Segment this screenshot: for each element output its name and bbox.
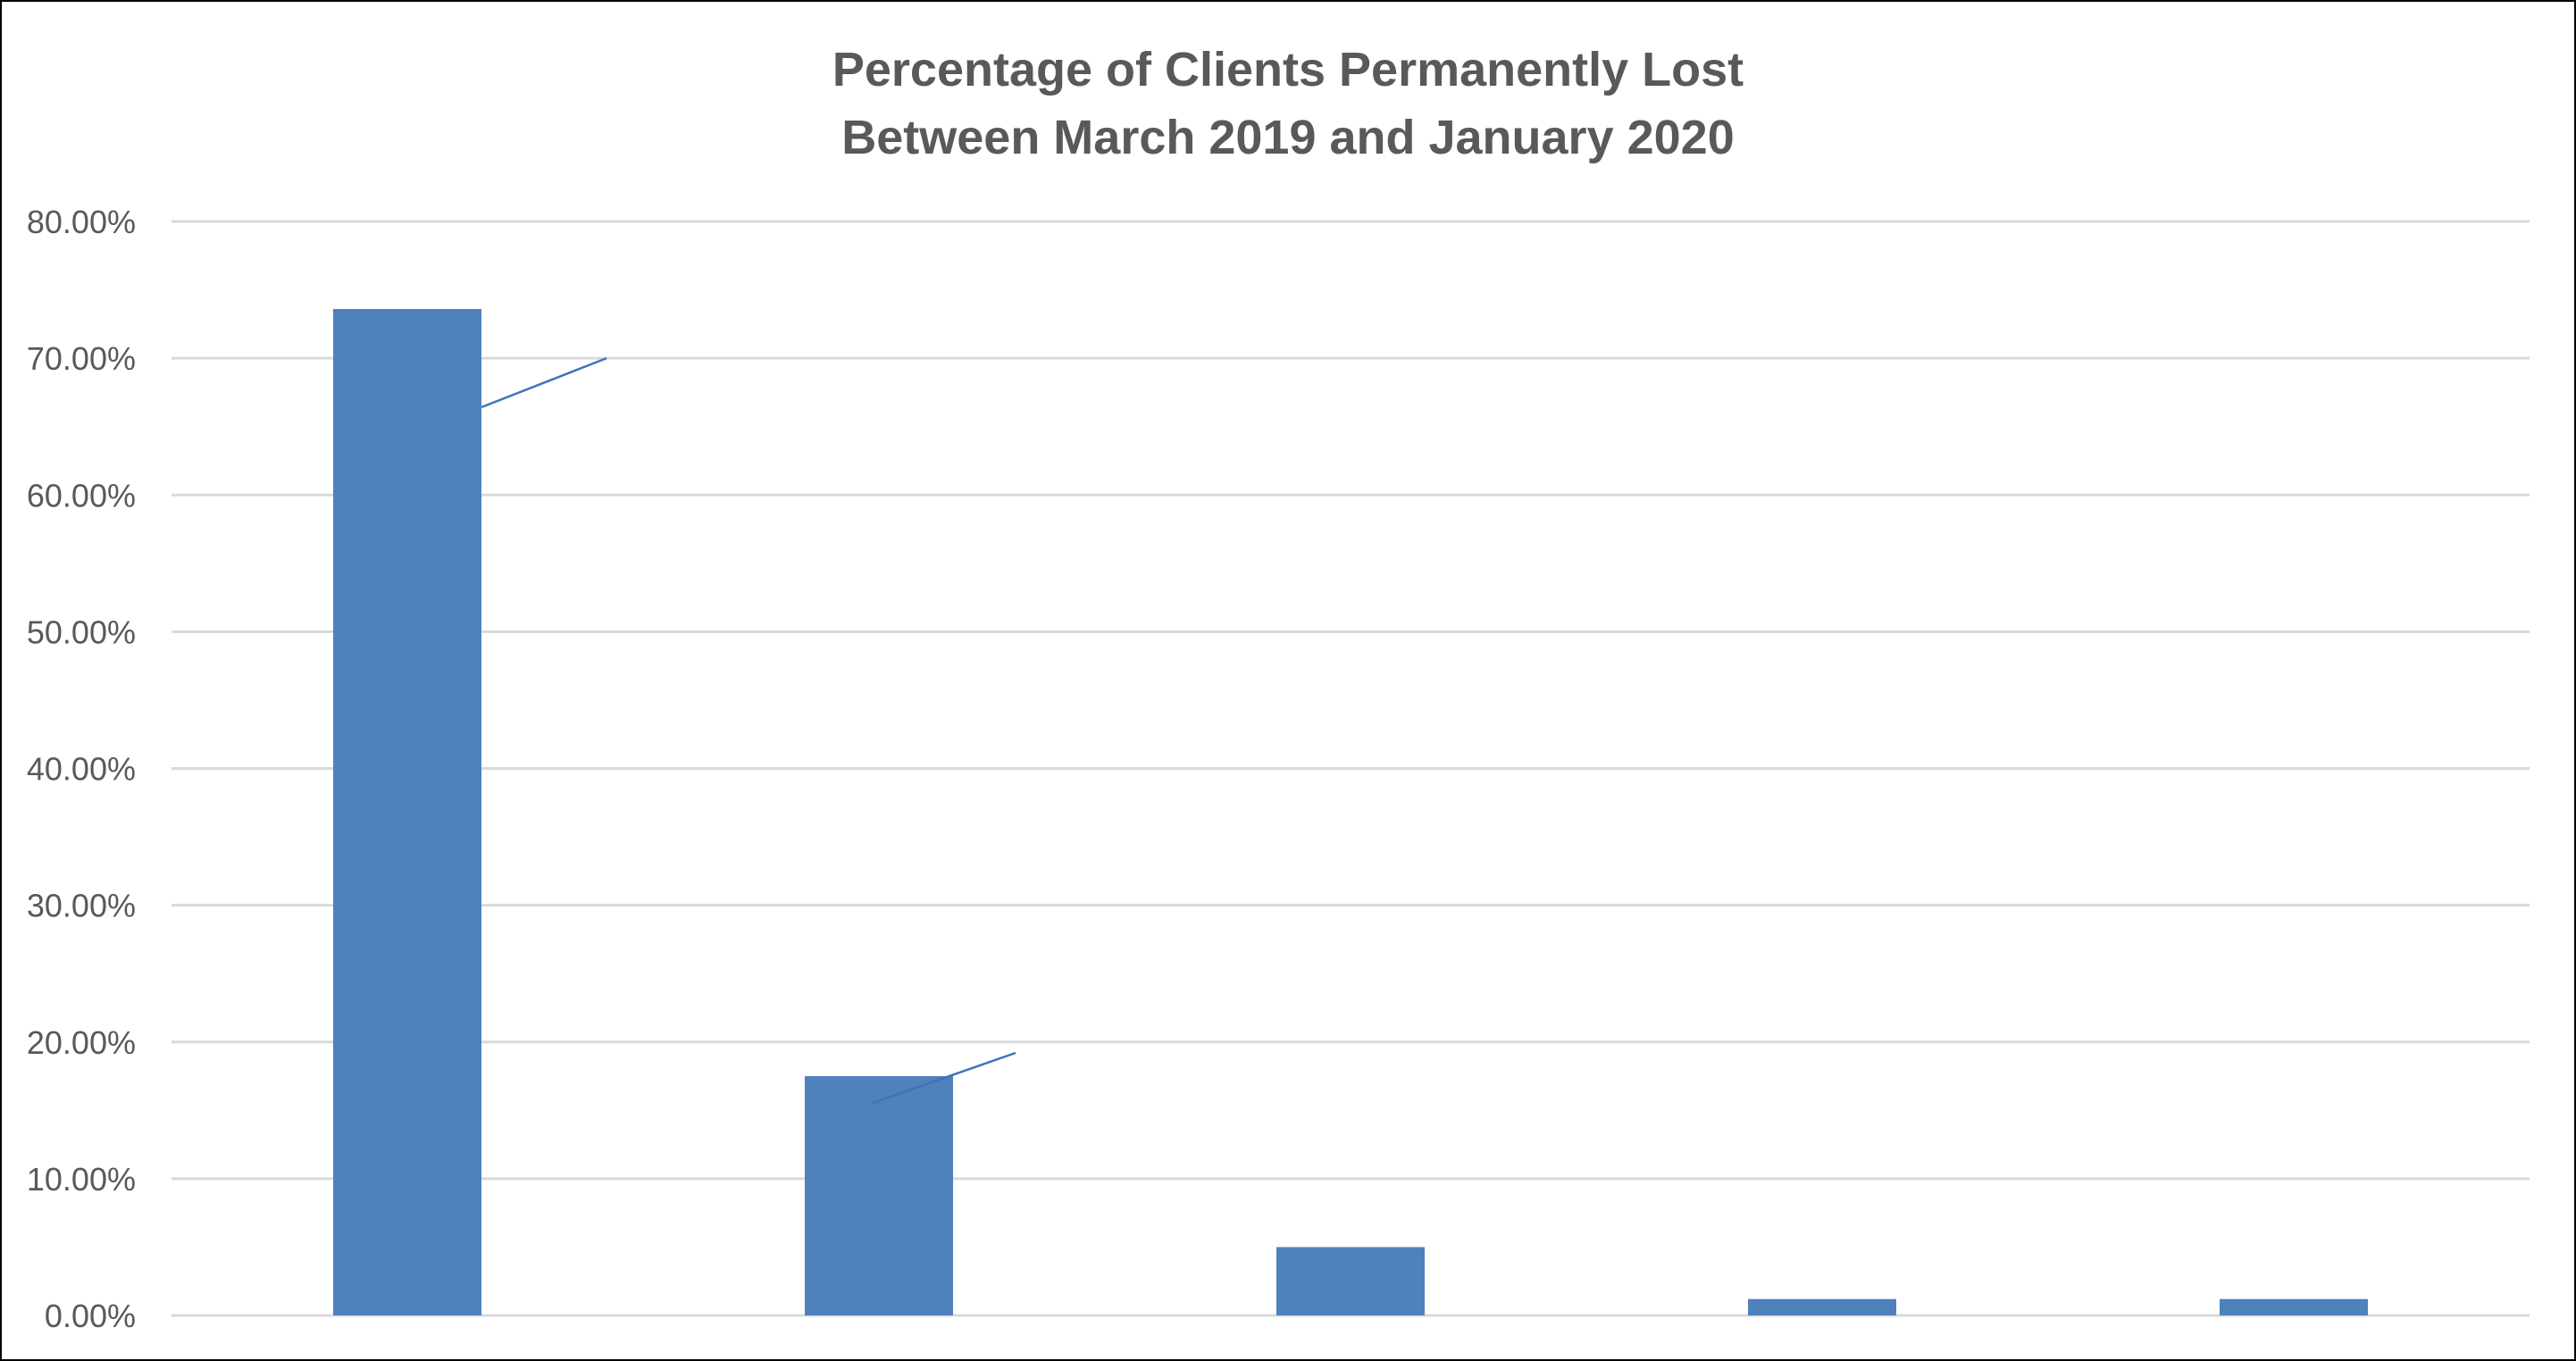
bar-5 bbox=[2220, 1298, 2368, 1315]
chart-title-line-2: Between March 2019 and January 2020 bbox=[841, 111, 1735, 164]
y-tick-label: 70.00% bbox=[27, 340, 136, 377]
y-tick-label: 10.00% bbox=[27, 1161, 136, 1198]
leader-line-2 bbox=[872, 1051, 1016, 1105]
gridlines bbox=[171, 220, 2530, 1317]
y-axis-tick-labels: 0.00% 10.00% 20.00% 30.00% 40.00% 50.00% 60.00… bbox=[27, 204, 136, 1334]
y-tick-label: 60.00% bbox=[27, 477, 136, 514]
y-tick-label: 80.00% bbox=[27, 204, 136, 240]
y-tick-label: 30.00% bbox=[27, 888, 136, 924]
leader-lines bbox=[481, 356, 1016, 1105]
bar-3 bbox=[1276, 1247, 1425, 1315]
y-tick-label: 50.00% bbox=[27, 614, 136, 650]
chart-title: Percentage of Clients Permanently Lost B… bbox=[0, 36, 2576, 171]
y-tick-label: 40.00% bbox=[27, 751, 136, 788]
y-tick-label: 20.00% bbox=[27, 1024, 136, 1061]
bar-2 bbox=[805, 1076, 953, 1315]
bar-1 bbox=[333, 309, 481, 1315]
bars bbox=[333, 309, 2368, 1315]
bar-4 bbox=[1748, 1298, 1896, 1315]
chart-title-line-1: Percentage of Clients Permanently Lost bbox=[832, 43, 1744, 96]
y-tick-label: 0.00% bbox=[45, 1298, 136, 1334]
leader-line-1 bbox=[481, 356, 607, 409]
